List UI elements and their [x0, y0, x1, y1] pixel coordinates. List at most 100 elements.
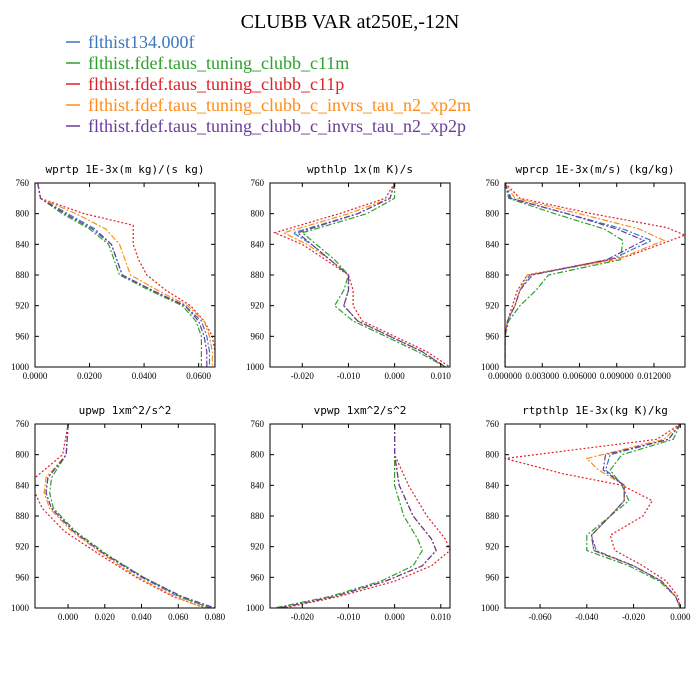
- y-tick-label: 800: [251, 450, 265, 460]
- series-line-3: [43, 424, 205, 608]
- x-tick-label: 0.000000: [488, 371, 522, 381]
- y-tick-label: 1000: [246, 603, 265, 613]
- panels: wprtp 1E-3x(m kg)/(s kg) 760 800 840 880 920 9…: [11, 163, 691, 622]
- chart-panel: wpthlp 1x(m K)/s 760 800 840 880 920 960 1000 -0…: [246, 163, 451, 381]
- y-tick-label: 1000: [481, 603, 500, 613]
- series-group: [37, 183, 215, 367]
- series-line-1: [586, 424, 681, 608]
- y-tick-label: 880: [486, 270, 500, 280]
- y-tick-label: 920: [486, 542, 500, 552]
- y-tick-label: 800: [486, 209, 500, 219]
- series-group: [272, 183, 450, 367]
- x-tick-label: 0.003000: [525, 371, 559, 381]
- y-tick-label: 840: [16, 480, 30, 490]
- chart-panel: rtpthlp 1E-3x(kg K)/kg 760 800 840 880 920 960…: [481, 404, 691, 622]
- y-tick-label: 760: [16, 178, 30, 188]
- x-tick-label: 0.010: [431, 371, 452, 381]
- x-tick-label: -0.010: [337, 612, 361, 622]
- plot-frame: [269, 423, 451, 609]
- x-tick-label: 0.012000: [637, 371, 671, 381]
- y-tick-label: 840: [251, 480, 265, 490]
- x-tick-label: -0.020: [291, 612, 315, 622]
- legend-entry: flthist.fdef.taus_tuning_clubb_c_invrs_t…: [88, 95, 471, 115]
- series-line-3: [37, 183, 213, 367]
- legend-entry: flthist.fdef.taus_tuning_clubb_c_invrs_t…: [88, 116, 466, 136]
- x-tick-label: -0.060: [528, 612, 552, 622]
- series-line-2: [35, 424, 206, 608]
- y-tick-label: 960: [251, 331, 265, 341]
- y-tick-label: 880: [486, 511, 500, 521]
- y-tick-label: 840: [486, 480, 500, 490]
- x-tick-label: -0.020: [622, 612, 646, 622]
- x-tick-label: 0.060: [168, 612, 189, 622]
- x-tick-label: 0.0000: [23, 371, 48, 381]
- y-tick-label: 920: [16, 301, 30, 311]
- y-tick-label: 840: [251, 239, 265, 249]
- x-tick-label: 0.000: [384, 371, 405, 381]
- x-tick-label: 0.000: [58, 612, 79, 622]
- y-tick-label: 760: [486, 419, 500, 429]
- series-line-0: [45, 424, 212, 608]
- x-tick-label: 0.0200: [77, 371, 102, 381]
- y-tick-label: 1000: [246, 362, 265, 372]
- series-line-4: [279, 424, 437, 608]
- y-tick-label: 760: [251, 419, 265, 429]
- series-line-3: [585, 424, 681, 608]
- y-tick-label: 800: [16, 209, 30, 219]
- series-line-4: [37, 183, 208, 367]
- y-tick-label: 1000: [481, 362, 500, 372]
- x-tick-label: 0.000: [670, 612, 691, 622]
- series-line-2: [272, 183, 450, 367]
- x-tick-label: 0.010: [431, 612, 452, 622]
- y-tick-label: 960: [16, 572, 30, 582]
- y-tick-label: 760: [486, 178, 500, 188]
- series-line-4: [45, 424, 215, 608]
- x-tick-label: 0.009000: [600, 371, 634, 381]
- y-tick-label: 920: [251, 301, 265, 311]
- panel-title: wpthlp 1x(m K)/s: [307, 163, 413, 176]
- panel-title: wprtp 1E-3x(m kg)/(s kg): [46, 163, 205, 176]
- series-line-2: [37, 183, 215, 367]
- y-tick-label: 840: [486, 239, 500, 249]
- series-line-1: [301, 183, 446, 367]
- series-line-3: [279, 424, 437, 608]
- series-group: [35, 424, 215, 608]
- y-tick-label: 800: [16, 450, 30, 460]
- x-tick-label: -0.020: [291, 371, 315, 381]
- y-tick-label: 880: [16, 270, 30, 280]
- panel-title: upwp 1xm^2/s^2: [79, 404, 172, 417]
- plot-frame: [269, 182, 451, 368]
- panel-title: vpwp 1xm^2/s^2: [314, 404, 407, 417]
- series-group: [274, 424, 450, 608]
- y-tick-label: 1000: [11, 603, 30, 613]
- series-line-2: [283, 424, 450, 608]
- chart-panel: upwp 1xm^2/s^2 760 800 840 880 920 960 1000 0.00…: [11, 404, 226, 622]
- series-group: [505, 183, 685, 367]
- x-tick-label: 0.006000: [563, 371, 597, 381]
- plot-frame: [34, 423, 216, 609]
- legend: flthist134.000fflthist.fdef.taus_tuning_…: [66, 32, 471, 136]
- y-tick-label: 760: [16, 419, 30, 429]
- series-line-0: [590, 424, 681, 608]
- chart-panel: wprtp 1E-3x(m kg)/(s kg) 760 800 840 880 920 9…: [11, 163, 216, 381]
- x-tick-label: 0.040: [131, 612, 152, 622]
- series-line-3: [505, 183, 666, 367]
- y-tick-label: 960: [16, 331, 30, 341]
- x-tick-label: 0.000: [384, 612, 405, 622]
- y-tick-label: 1000: [11, 362, 30, 372]
- x-tick-label: 0.020: [95, 612, 116, 622]
- y-tick-label: 920: [486, 301, 500, 311]
- y-tick-label: 760: [251, 178, 265, 188]
- x-tick-label: 0.0600: [186, 371, 211, 381]
- y-tick-label: 960: [251, 572, 265, 582]
- series-group: [505, 424, 681, 608]
- y-tick-label: 920: [16, 542, 30, 552]
- x-tick-label: -0.010: [337, 371, 361, 381]
- legend-entry: flthist.fdef.taus_tuning_clubb_c11m: [88, 53, 349, 73]
- y-tick-label: 880: [251, 270, 265, 280]
- legend-entry: flthist.fdef.taus_tuning_clubb_c11p: [88, 74, 344, 94]
- series-line-4: [296, 183, 446, 367]
- panel-title: rtpthlp 1E-3x(kg K)/kg: [522, 404, 668, 417]
- series-line-0: [279, 424, 437, 608]
- series-line-2: [505, 424, 681, 608]
